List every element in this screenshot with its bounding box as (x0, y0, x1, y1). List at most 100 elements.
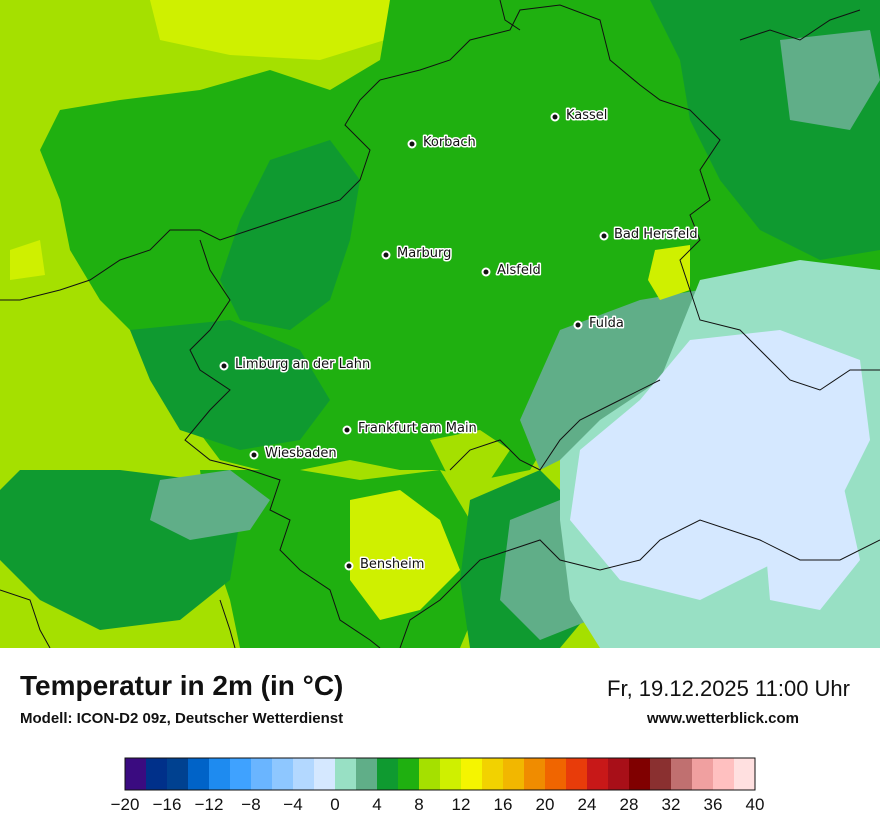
map-title: Temperatur in 2m (in °C) (20, 670, 344, 701)
legend-tick-label: 32 (662, 795, 681, 814)
state-border-north (379, 4, 880, 391)
city-bensheim: Bensheim (344, 556, 426, 574)
field-light-frankfurt (430, 430, 510, 480)
model-info: Modell: ICON-D2 09z, Deutscher Wetterdie… (20, 710, 344, 727)
district-border-2 (0, 589, 51, 648)
city-label: Korbach (423, 135, 476, 150)
city-label: Kassel (566, 108, 607, 123)
website-credit: www.wetterblick.com (647, 710, 799, 727)
district-border-3 (219, 599, 236, 648)
city-kassel: Kassel (550, 107, 609, 125)
city-label: Bensheim (360, 557, 424, 572)
city-bad-hersfeld: Bad Hersfeld (599, 226, 699, 244)
legend-swatch (461, 758, 483, 790)
legend-swatch (545, 758, 567, 790)
legend-swatch (293, 758, 315, 790)
field-warm-west (10, 240, 45, 280)
city-frankfurt: Frankfurt am Main (342, 420, 478, 438)
city-dot (407, 139, 417, 149)
legend-swatch (482, 758, 504, 790)
district-border-5 (739, 9, 861, 41)
city-label: Marburg (397, 246, 451, 261)
legend-swatch (146, 758, 168, 790)
legend-tick-label: −12 (195, 795, 224, 814)
city-dot (550, 112, 560, 122)
legend-swatch (377, 758, 399, 790)
city-dot (344, 561, 354, 571)
city-dot (573, 320, 583, 330)
legend-tick-label: −8 (241, 795, 260, 814)
city-label: Alsfeld (497, 263, 541, 278)
field-greygreen-2 (780, 30, 880, 130)
legend-swatch (629, 758, 651, 790)
city-label: Limburg an der Lahn (235, 357, 370, 372)
legend-tick-label: −4 (283, 795, 302, 814)
map-canvas: Kassel Korbach Bad Hersfeld Marburg Alsf… (0, 0, 880, 648)
legend-tick-label: 28 (620, 795, 639, 814)
city-dot (599, 231, 609, 241)
field-pale-2 (760, 470, 860, 610)
field-darkgreen-1 (220, 140, 360, 330)
legend-tick-label: 36 (704, 795, 723, 814)
legend-swatch (503, 758, 525, 790)
city-dot (481, 267, 491, 277)
field-warm-bensheim (350, 490, 460, 620)
temperature-map: Kassel Korbach Bad Hersfeld Marburg Alsf… (0, 0, 880, 648)
state-border-southwest (184, 239, 381, 648)
legend-swatch (608, 758, 630, 790)
legend-swatch (272, 758, 294, 790)
legend-tick-label: 12 (452, 795, 471, 814)
city-label: Bad Hersfeld (614, 227, 698, 242)
legend-tick-label: 0 (330, 795, 339, 814)
legend-swatch (692, 758, 714, 790)
legend-swatch (587, 758, 609, 790)
legend-swatch (650, 758, 672, 790)
legend-swatch (335, 758, 357, 790)
legend-tick-label: −20 (111, 795, 140, 814)
field-warm-north (150, 0, 390, 60)
legend-swatch (713, 758, 735, 790)
city-dot (249, 450, 259, 460)
city-markers: Kassel Korbach Bad Hersfeld Marburg Alsf… (219, 107, 699, 574)
city-korbach: Korbach (407, 134, 477, 152)
legend-tick-label: −16 (153, 795, 182, 814)
city-fulda: Fulda (573, 315, 625, 333)
city-alsfeld: Alsfeld (481, 262, 542, 280)
legend-scale: −20 −16 −12 −8 −4 0 4 8 12 16 20 24 28 32 36 40 (111, 757, 764, 814)
legend-swatch (566, 758, 588, 790)
field-darkgreen-3 (130, 320, 330, 450)
legend-swatch (524, 758, 546, 790)
state-border-west (0, 79, 381, 301)
city-label: Frankfurt am Main (358, 421, 477, 436)
valid-time: Fr, 19.12.2025 11:00 Uhr (607, 676, 850, 701)
legend-tick-label: 4 (372, 795, 381, 814)
legend-swatch (419, 758, 441, 790)
color-legend: −20 −16 −12 −8 −4 0 4 8 12 16 20 24 28 32 36 40 (100, 756, 780, 826)
city-wiesbaden: Wiesbaden (249, 445, 338, 463)
city-dot (219, 361, 229, 371)
legend-swatch (440, 758, 462, 790)
district-border-4 (499, 0, 521, 31)
legend-swatch (314, 758, 336, 790)
city-label: Fulda (589, 316, 624, 331)
legend-tick-label: 16 (494, 795, 513, 814)
legend-swatch (125, 758, 147, 790)
legend-tick-label: 8 (414, 795, 423, 814)
state-border-south (399, 519, 880, 648)
legend-swatch (209, 758, 231, 790)
legend-swatch (671, 758, 693, 790)
field-greygreen-3 (150, 470, 270, 540)
city-limburg: Limburg an der Lahn (219, 356, 372, 374)
border-lines (0, 0, 880, 648)
legend-swatch (398, 758, 420, 790)
legend-tick-label: 24 (578, 795, 597, 814)
legend-swatch (734, 758, 756, 790)
city-dot (381, 250, 391, 260)
legend-tick-label: 20 (536, 795, 555, 814)
city-label: Wiesbaden (265, 446, 337, 461)
legend-swatch (251, 758, 273, 790)
city-marburg: Marburg (381, 245, 453, 263)
legend-swatch (167, 758, 189, 790)
legend-swatch (230, 758, 252, 790)
map-footer: Temperatur in 2m (in °C) Modell: ICON-D2… (0, 648, 880, 830)
